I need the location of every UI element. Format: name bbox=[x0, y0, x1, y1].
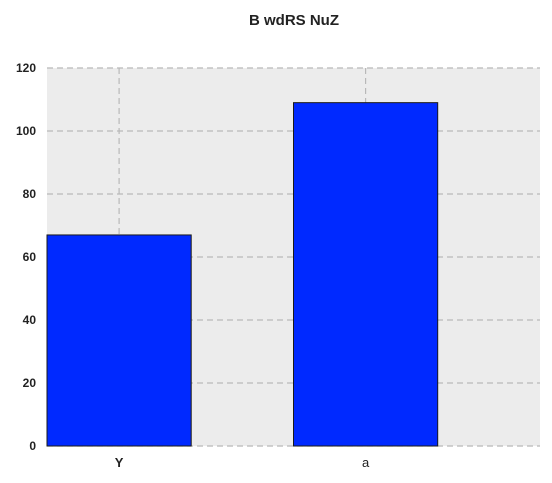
y-tick-label: 20 bbox=[23, 376, 37, 390]
y-tick-label: 100 bbox=[16, 124, 36, 138]
y-axis-ticks: 0 20 40 60 80 100 120 bbox=[16, 61, 36, 453]
x-tick-label: a bbox=[362, 455, 370, 470]
y-tick-label: 40 bbox=[23, 313, 37, 327]
bar-Y bbox=[46, 234, 192, 447]
y-tick-label: 60 bbox=[23, 250, 37, 264]
chart-title: B wdRS NuZ bbox=[249, 12, 339, 29]
y-tick-label: 80 bbox=[23, 187, 37, 201]
bar-a bbox=[293, 102, 439, 447]
y-tick-label: 0 bbox=[29, 439, 36, 453]
bars bbox=[46, 102, 439, 447]
y-tick-label: 120 bbox=[16, 61, 36, 75]
x-tick-label: Y bbox=[115, 455, 124, 470]
